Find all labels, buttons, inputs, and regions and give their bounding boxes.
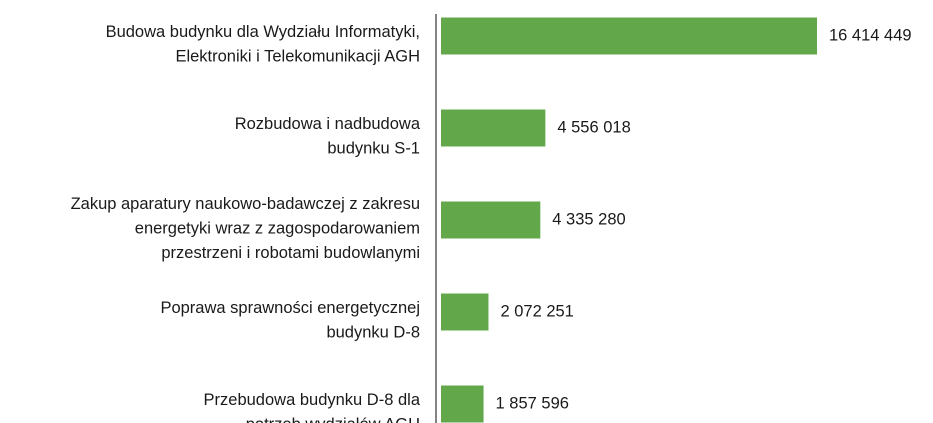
value-label: 4 335 280 <box>552 210 625 228</box>
category-label: Przebudowa budynku D-8 dla <box>204 391 421 409</box>
value-label: 4 556 018 <box>557 118 630 136</box>
category-label: budynku S-1 <box>327 140 420 158</box>
bar <box>441 201 541 239</box>
value-label: 16 414 449 <box>829 26 912 44</box>
bar <box>441 385 484 423</box>
category-label: potrzeb wydziałów AGH <box>246 416 420 423</box>
category-label: Rozbudowa i nadbudowa <box>235 115 421 133</box>
value-label: 2 072 251 <box>500 302 573 320</box>
category-label: Budowa budynku dla Wydziału Informatyki, <box>106 23 420 41</box>
bar <box>441 293 489 331</box>
category-label: Zakup aparatury naukowo-badawczej z zakr… <box>71 195 420 213</box>
bar <box>441 17 817 55</box>
category-label: budynku D-8 <box>326 324 420 342</box>
category-label: Elektroniki i Telekomunikacji AGH <box>175 48 420 66</box>
value-label: 1 857 596 <box>496 394 569 412</box>
bar <box>441 109 546 147</box>
category-label: przestrzeni i robotami budowlanymi <box>161 244 420 262</box>
category-label: energetyki wraz z zagospodarowaniem <box>135 219 420 237</box>
category-label: Poprawa sprawności energetycznej <box>160 299 420 317</box>
